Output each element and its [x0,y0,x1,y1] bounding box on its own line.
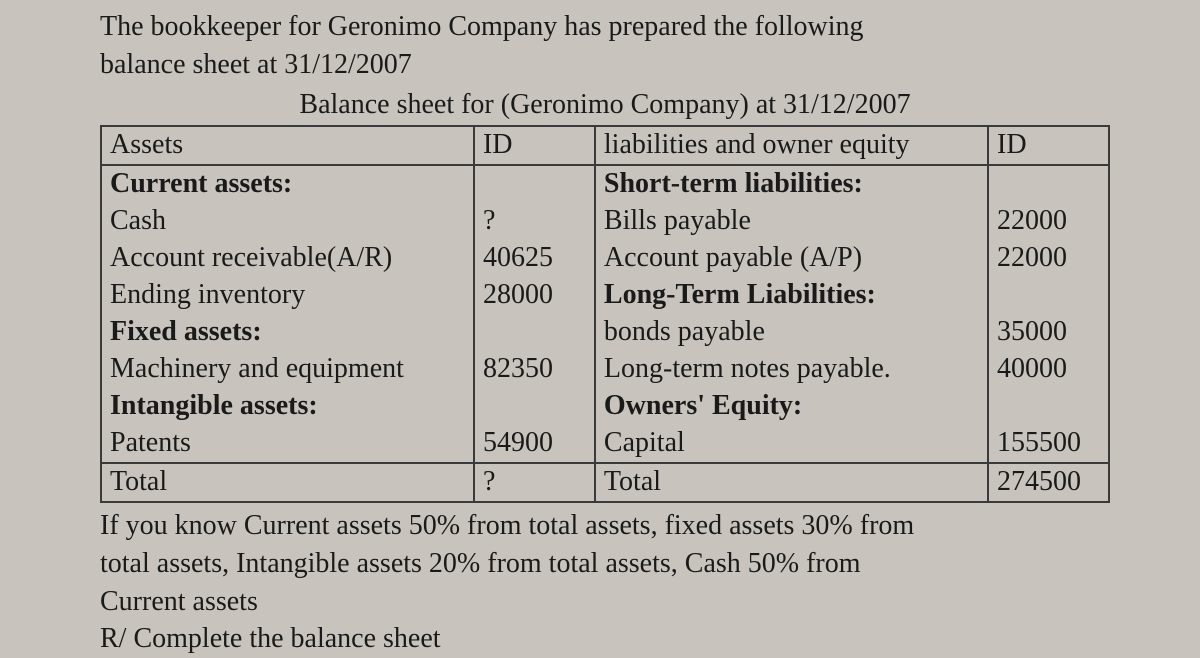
capital-label: Capital [604,425,979,462]
machinery-label: Machinery and equipment [110,351,465,388]
table-total-row: Total ? Total 274500 [101,463,1109,502]
footer-text: If you know Current assets 50% from tota… [100,507,1110,658]
header-id-right: ID [988,126,1109,165]
header-liabilities: liabilities and owner equity [595,126,988,165]
bonds-payable-label: bonds payable [604,314,979,351]
liabilities-values-cell: 22000 22000 35000 40000 155500 [988,165,1109,463]
table-body-row: Current assets: Cash Account receivable(… [101,165,1109,463]
notes-payable-label: Long-term notes payable. [604,351,979,388]
bonds-payable-value: 35000 [997,314,1100,351]
total-liab-label: Total [595,463,988,502]
long-term-header: Long-Term Liabilities: [604,277,979,314]
inventory-label: Ending inventory [110,277,465,314]
footer-line-2: total assets, Intangible assets 20% from… [100,545,1110,583]
inventory-value: 28000 [483,277,586,314]
footer-line-4: R/ Complete the balance sheet [100,620,1110,658]
ar-label: Account receivable(A/R) [110,240,465,277]
balance-sheet-table: Assets ID liabilities and owner equity I… [100,125,1110,503]
intro-line-2: balance sheet at 31/12/2007 [100,49,412,80]
bills-payable-value: 22000 [997,203,1100,240]
header-assets: Assets [101,126,474,165]
fixed-assets-header: Fixed assets: [110,314,465,351]
bills-payable-label: Bills payable [604,203,979,240]
cash-value: ? [483,203,586,240]
patents-value: 54900 [483,425,586,462]
footer-line-3: Current assets [100,583,1110,621]
intro-line-1: The bookkeeper for Geronimo Company has … [100,11,864,42]
cash-label: Cash [110,203,465,240]
sheet-title: Balance sheet for (Geronimo Company) at … [100,86,1110,124]
table-header-row: Assets ID liabilities and owner equity I… [101,126,1109,165]
total-assets-label: Total [101,463,474,502]
assets-cell: Current assets: Cash Account receivable(… [101,165,474,463]
intro-text: The bookkeeper for Geronimo Company has … [100,8,1110,84]
footer-line-1: If you know Current assets 50% from tota… [100,507,1110,545]
current-assets-header: Current assets: [110,166,465,203]
intangible-assets-header: Intangible assets: [110,388,465,425]
total-liab-value: 274500 [988,463,1109,502]
total-assets-value: ? [474,463,595,502]
liabilities-cell: Short-term liabilities: Bills payable Ac… [595,165,988,463]
owners-equity-header: Owners' Equity: [604,388,979,425]
assets-values-cell: ? 40625 28000 82350 54900 [474,165,595,463]
header-id-left: ID [474,126,595,165]
patents-label: Patents [110,425,465,462]
accounts-payable-label: Account payable (A/P) [604,240,979,277]
capital-value: 155500 [997,425,1100,462]
machinery-value: 82350 [483,351,586,388]
balance-sheet-document: The bookkeeper for Geronimo Company has … [0,0,1200,658]
short-term-header: Short-term liabilities: [604,166,979,203]
accounts-payable-value: 22000 [997,240,1100,277]
notes-payable-value: 40000 [997,351,1100,388]
ar-value: 40625 [483,240,586,277]
